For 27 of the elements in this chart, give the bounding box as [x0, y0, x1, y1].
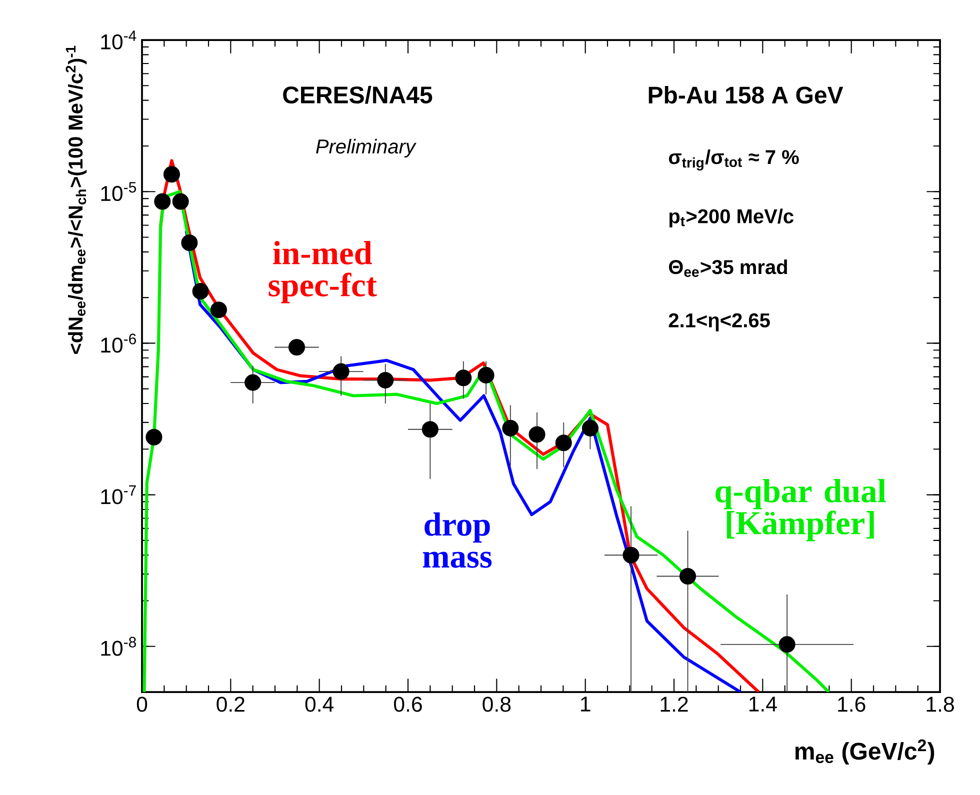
annotation: p$_{t}$>200 MeV/c: [669, 208, 794, 228]
annotation: Preliminary: [316, 139, 416, 158]
x-tick-label: 0.6: [394, 696, 422, 712]
y-tick-label: 10$^{-8}$: [101, 637, 136, 656]
x-axis-title: m$_{ee}$ (GeV/c$^{2}$): [795, 740, 934, 765]
x-tick-label: 0.8: [482, 696, 511, 712]
x-tick-label: 0.4: [305, 696, 334, 712]
x-tick-label: 0: [136, 696, 148, 712]
y-tick-label: 10$^{-5}$: [101, 182, 136, 202]
annotation: σ$_{trig}$/σ$_{tot}$ ≈ 7 %: [668, 150, 799, 171]
x-tick-label: 0.2: [216, 696, 244, 712]
series-label: in-med spec-fct: [268, 241, 377, 304]
annotation: Pb-Au 158 A GeV: [648, 86, 844, 104]
y-tick-label: 10$^{-6}$: [101, 334, 136, 353]
x-tick-label: 1.8: [926, 696, 954, 712]
x-tick-label: 1: [581, 696, 590, 712]
x-tick-label: 1.4: [749, 696, 777, 712]
annotation: Θ$_{ee}$>35 mrad: [668, 260, 787, 278]
x-tick-label: 1.6: [838, 696, 866, 712]
series-label: drop mass: [422, 512, 492, 568]
y-tick-label: 10$^{-4}$: [101, 30, 136, 50]
series-label: q-qbar dual [Kämpfer]: [716, 479, 886, 542]
text: <dN$_{ee}$/dm$_{ee}$>/<N$_{ch}$>(100 MeV/c$^{2}$)$^{-1}$: [66, 46, 87, 354]
annotation: CERES/NA45: [283, 86, 432, 104]
x-tick-label: 1.2: [660, 696, 688, 712]
y-tick-label: 10$^{-7}$: [101, 486, 136, 504]
annotation: 2.1<η<2.65: [668, 313, 770, 332]
